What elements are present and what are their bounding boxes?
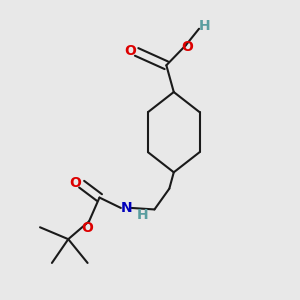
Text: O: O [181,40,193,54]
Text: O: O [124,44,136,58]
Text: N: N [120,201,132,215]
Text: H: H [137,208,148,222]
Text: H: H [199,20,210,33]
Text: O: O [82,221,94,235]
Text: O: O [69,176,81,190]
